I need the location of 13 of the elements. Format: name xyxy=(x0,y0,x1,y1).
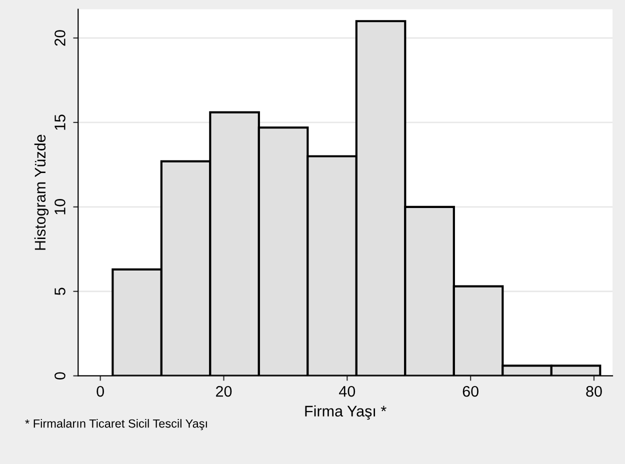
x-tick-label: 0 xyxy=(96,386,104,397)
x-tick-label: 40 xyxy=(339,386,356,397)
y-tick-label: 10 xyxy=(54,199,66,214)
x-tick-label: 80 xyxy=(586,386,602,397)
x-tick-label: 20 xyxy=(216,386,232,397)
x-axis-title: Firma Yaşı * xyxy=(305,405,386,420)
y-tick-label: 5 xyxy=(54,288,66,296)
y-axis-title: Histogram Yüzde xyxy=(34,134,49,250)
x-tick-label: 60 xyxy=(462,386,478,397)
y-tick-label: 0 xyxy=(54,372,66,380)
y-tick-label: 15 xyxy=(54,114,66,130)
y-tick-label: 20 xyxy=(54,30,66,46)
text: * Firmaların Ticaret Sicil Tescil Yaşı xyxy=(25,419,207,430)
